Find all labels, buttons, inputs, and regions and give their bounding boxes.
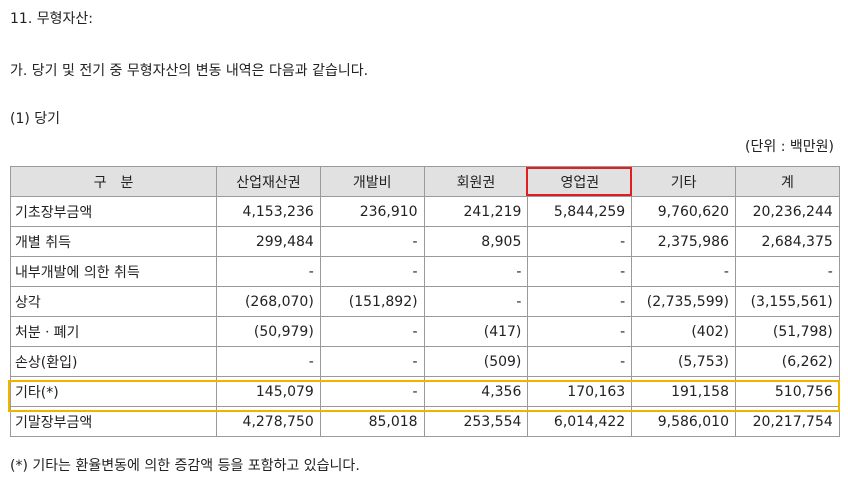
row-label: 내부개발에 의한 취득 bbox=[10, 256, 217, 287]
table-row: 기타(*) 145,079-4,356 170,163 191,158 510,756 bbox=[10, 376, 840, 407]
table-row: 처분ㆍ폐기 (50,979) - (417) - (402) (51,798) bbox=[10, 316, 840, 347]
table-row: 상각 (268,070) (151,892) - - (2,735,599) (3,155,… bbox=[10, 286, 840, 317]
column-header: 회원권 bbox=[423, 166, 529, 197]
table-cell: (268,070) bbox=[216, 286, 321, 317]
column-header: 기타 bbox=[631, 166, 736, 197]
table-cell: (6,262) bbox=[734, 346, 840, 377]
column-header: 영업권 bbox=[527, 166, 633, 197]
row-label: 기초장부금액 bbox=[10, 196, 217, 227]
column-header: 계 bbox=[734, 166, 840, 197]
table-cell: 191,158 bbox=[631, 376, 736, 407]
table-row: 기말장부금액 4,278,750 85,018 253,554 6,014,422 9,5… bbox=[10, 406, 840, 437]
table-cell: - bbox=[527, 256, 633, 287]
table-cell: 85,018 bbox=[319, 406, 425, 437]
table-cell: - bbox=[423, 256, 529, 287]
table-cell: - bbox=[216, 346, 321, 377]
column-header: 개발비 bbox=[319, 166, 425, 197]
table-cell: - bbox=[319, 316, 425, 347]
table-row: 손상(환입) - - (509) - (5,753) (6,262) bbox=[10, 346, 840, 377]
table-cell: 20,236,244 bbox=[734, 196, 840, 227]
table-cell: (151,892) bbox=[319, 286, 425, 317]
table-cell: 5,844,259 bbox=[527, 196, 633, 227]
row-label: 손상(환입) bbox=[10, 346, 217, 377]
row-label: 기말장부금액 bbox=[10, 406, 217, 437]
table-cell: - bbox=[734, 256, 840, 287]
table-cell: 8,905 bbox=[423, 226, 529, 257]
table-header-row: 구 분 산업재산권 개발비 회원권 영업권 기타 계 bbox=[10, 166, 840, 197]
table-cell: 299,484 bbox=[216, 226, 321, 257]
table-cell: - bbox=[631, 256, 736, 287]
table-cell: 4,356 bbox=[423, 376, 529, 407]
table-cell: - bbox=[423, 286, 529, 317]
section-title: 11. 무형자산: bbox=[10, 11, 93, 27]
table-cell: 2,684,375 bbox=[734, 226, 840, 257]
table-cell: - bbox=[319, 226, 425, 257]
table-cell: - bbox=[527, 346, 633, 377]
table-cell: (3,155,561) bbox=[734, 286, 840, 317]
table-cell: 20,217,754 bbox=[734, 406, 840, 437]
table-row: 개별 취득 299,484-8,905-2,375,986 2,684,375 bbox=[10, 226, 840, 257]
table-cell: - bbox=[319, 376, 425, 407]
row-label: 상각 bbox=[10, 286, 217, 317]
column-header: 구 분 bbox=[10, 166, 217, 197]
table-row: 내부개발에 의한 취득 - - - - - - bbox=[10, 256, 840, 287]
table-cell: (417) bbox=[423, 316, 529, 347]
table-cell: (2,735,599) bbox=[631, 286, 736, 317]
row-label: 처분ㆍ폐기 bbox=[10, 316, 217, 347]
table-cell: (402) bbox=[631, 316, 736, 347]
table-cell: 4,278,750 bbox=[216, 406, 321, 437]
table-cell: 4,153,236 bbox=[216, 196, 321, 227]
table-cell: - bbox=[319, 346, 425, 377]
table-cell: (50,979) bbox=[216, 316, 321, 347]
section-description: 가. 당기 및 전기 중 무형자산의 변동 내역은 다음과 같습니다. bbox=[10, 63, 369, 79]
table-cell: 510,756 bbox=[734, 376, 840, 407]
table-cell: (51,798) bbox=[734, 316, 840, 347]
table-cell: 170,163 bbox=[527, 376, 633, 407]
table-cell: - bbox=[527, 226, 633, 257]
table-row: 기초장부금액 4,153,236 236,910 241,219 5,844,259 9,… bbox=[10, 196, 840, 227]
table-cell: 236,910 bbox=[319, 196, 425, 227]
table-cell: - bbox=[527, 316, 633, 347]
row-label: 개별 취득 bbox=[10, 226, 217, 257]
unit-label: (단위 : 백만원) bbox=[745, 139, 834, 155]
table-cell: 6,014,422 bbox=[527, 406, 633, 437]
table-cell: 241,219 bbox=[423, 196, 529, 227]
table-cell: - bbox=[527, 286, 633, 317]
table-cell: - bbox=[216, 256, 321, 287]
intangible-assets-table: 구 분 산업재산권 개발비 회원권 영업권 기타 계 기초장부금액 4,153,2… bbox=[10, 166, 840, 437]
footnote: (*) 기타는 환율변동에 의한 증감액 등을 포함하고 있습니다. bbox=[10, 458, 360, 474]
table-cell: 253,554 bbox=[423, 406, 529, 437]
table-cell: 9,760,620 bbox=[631, 196, 736, 227]
column-header: 산업재산권 bbox=[216, 166, 321, 197]
row-label: 기타(*) bbox=[10, 376, 217, 407]
table-cell: 145,079 bbox=[216, 376, 321, 407]
table-cell: (509) bbox=[423, 346, 529, 377]
table-cell: (5,753) bbox=[631, 346, 736, 377]
table-cell: 2,375,986 bbox=[631, 226, 736, 257]
table-cell: 9,586,010 bbox=[631, 406, 736, 437]
table-cell: - bbox=[319, 256, 425, 287]
subsection-title: (1) 당기 bbox=[10, 111, 61, 127]
